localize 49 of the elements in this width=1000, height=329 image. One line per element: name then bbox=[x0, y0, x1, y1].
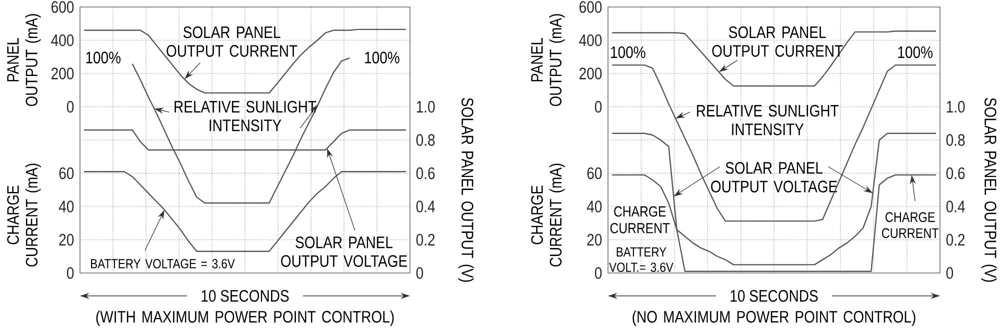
y2-tick-label: 0.4 bbox=[946, 200, 965, 212]
y-tick-label: 600 bbox=[580, 1, 602, 13]
y2-tick-label: 0.2 bbox=[946, 234, 965, 246]
x-axis-title: 10 SECONDS bbox=[202, 290, 289, 302]
series-label: SOLAR PANEL OUTPUT CURRENT bbox=[166, 26, 298, 57]
y-tick-label: 200 bbox=[52, 68, 74, 80]
y2-tick-label: 0 bbox=[416, 267, 424, 279]
y2-tick-label: 0.8 bbox=[946, 134, 965, 146]
text: (WITH MAXIMUM POWER POINT CONTROL) bbox=[96, 310, 394, 326]
y2-tick-label: 0.4 bbox=[416, 200, 435, 212]
y-tick-label: 400 bbox=[579, 34, 602, 46]
y-tick-label: 400 bbox=[51, 34, 74, 46]
y3-tick-label: 20 bbox=[59, 234, 74, 246]
y2-axis-title: SOLAR PANEL OUTPUT (V) bbox=[458, 98, 474, 282]
y3-tick-label: 60 bbox=[587, 167, 602, 180]
annotation: 100% bbox=[86, 52, 120, 64]
annotation: BATTERY VOLTAGE = 3.6V bbox=[91, 258, 235, 268]
y2-tick-label: 0.2 bbox=[416, 234, 435, 246]
text: SOLAR PANEL OUTPUT VOLTAGE bbox=[281, 236, 407, 267]
y-tick-label: 0 bbox=[66, 100, 74, 113]
y-tick-label: 200 bbox=[580, 68, 602, 80]
series-label: RELATIVE SUNLIGHT INTENSITY bbox=[174, 100, 316, 132]
y3-tick-label: 60 bbox=[59, 167, 74, 180]
y2-tick-label: 0.6 bbox=[946, 167, 965, 180]
annotation: 100% bbox=[898, 46, 932, 58]
y2-tick-label: 1.0 bbox=[416, 100, 435, 113]
series-label: CHARGE CURRENT bbox=[610, 206, 670, 234]
y2-tick-label: 1.0 bbox=[946, 100, 965, 113]
annotation: BATTERY VOLT.= 3.6V bbox=[609, 247, 674, 272]
series-label: RELATIVE SUNLIGHT INTENSITY bbox=[697, 104, 839, 136]
y3-tick-label: 40 bbox=[58, 200, 74, 212]
y2-tick-label: 0 bbox=[946, 267, 954, 279]
y3-axis-title: CHARGE CURRENT (mA) bbox=[531, 164, 565, 266]
y3-tick-label: 20 bbox=[587, 234, 602, 246]
y3-axis-title: CHARGE CURRENT (mA) bbox=[7, 164, 41, 266]
y-tick-label: 0 bbox=[594, 100, 602, 113]
y2-axis-title: SOLAR PANEL OUTPUT (V) bbox=[981, 98, 997, 282]
x-axis-title: 10 SECONDS bbox=[730, 290, 818, 302]
annotation: 100% bbox=[611, 46, 646, 58]
y-axis-title: PANEL OUTPUT (mA) bbox=[7, 14, 41, 106]
text: (NO MAXIMUM POWER POINT CONTROL) bbox=[632, 310, 916, 326]
y2-tick-label: 0.6 bbox=[416, 167, 435, 180]
y-axis-title: PANEL OUTPUT (mA) bbox=[531, 14, 565, 106]
y3-tick-label: 40 bbox=[586, 200, 602, 212]
y-tick-label: 600 bbox=[52, 1, 74, 13]
annotation: 100% bbox=[365, 52, 400, 64]
text: SOLAR PANEL OUTPUT VOLTAGE bbox=[711, 162, 837, 192]
text: CHARGE CURRENT bbox=[882, 212, 939, 238]
y2-tick-label: 0.8 bbox=[416, 134, 435, 146]
